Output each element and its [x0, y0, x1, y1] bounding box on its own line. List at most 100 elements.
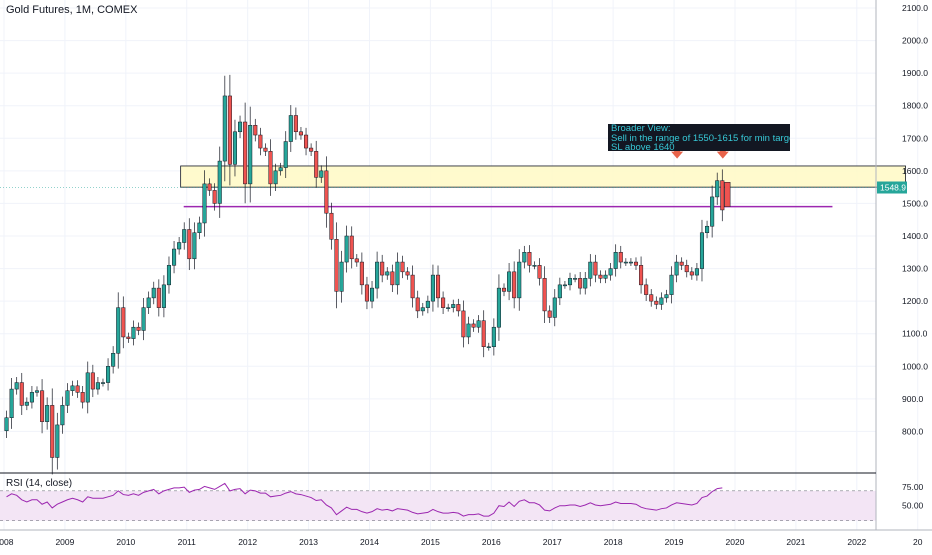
candles-layer [4, 74, 731, 475]
x-tick-label: 2016 [482, 537, 501, 547]
annotation-layer [0, 146, 906, 208]
resistance-zone [180, 165, 906, 188]
candle-body [435, 274, 441, 299]
x-tick-label: 2013 [299, 537, 318, 547]
candle-body [471, 323, 476, 328]
candle-body [496, 287, 501, 328]
x-tick-label: 2022 [847, 537, 866, 547]
candle-body [644, 284, 649, 295]
x-tick-label: 2010 [116, 537, 135, 547]
candle-body [598, 274, 603, 279]
x-tick-label: 2015 [421, 537, 440, 547]
candle-body [227, 95, 232, 165]
candle-body [649, 294, 654, 302]
y-tick-label: 1600.0 [902, 166, 928, 176]
candle-body [151, 287, 156, 299]
candle-body [80, 392, 85, 403]
candle-body [542, 278, 547, 312]
candle-body [654, 300, 659, 305]
candle-body [90, 372, 95, 390]
callout-line-2: Sell in the range of 1550-1615 for min t… [611, 132, 790, 144]
y-tick-label: 1500.0 [902, 198, 928, 208]
y-tick-label: 2100.0 [902, 3, 928, 13]
candle-body [689, 271, 694, 276]
candle-body [710, 196, 715, 227]
candle-body [552, 297, 557, 318]
candle-body [425, 300, 430, 308]
candle-body [141, 307, 146, 331]
x-tick-label: 2021 [786, 537, 805, 547]
candle-body [628, 261, 633, 264]
candle-body [705, 225, 710, 233]
candle-body [623, 261, 628, 264]
y-tick-label: 1900.0 [902, 68, 928, 78]
candle-body [430, 274, 435, 302]
candle-body [334, 239, 339, 292]
candle-body [212, 190, 217, 204]
y-tick-label: 1300.0 [902, 264, 928, 274]
candle-body [451, 304, 456, 308]
candle-body [172, 248, 177, 266]
candle-body [55, 424, 60, 458]
candle-body [136, 326, 141, 331]
candle-body [588, 261, 593, 279]
candle-body [100, 382, 106, 384]
rsi-tick-label: 75.00 [902, 482, 924, 492]
candle-body [578, 278, 583, 289]
candle-body [202, 183, 207, 224]
candle-body [354, 258, 359, 263]
candle-body [390, 271, 395, 286]
candle-body [410, 274, 415, 299]
candle-body [309, 147, 314, 152]
y-tick-label: 1400.0 [902, 231, 928, 241]
candle-body [380, 261, 385, 276]
candle-body [532, 265, 537, 267]
candle-body [121, 307, 126, 338]
candle-body [253, 125, 258, 136]
candle-body [207, 183, 212, 191]
candle-body [126, 336, 131, 339]
x-tick-label: 2014 [360, 537, 379, 547]
candle-body [486, 346, 491, 348]
candle-body [684, 265, 689, 273]
candle-body [232, 131, 237, 165]
candle-body [45, 405, 50, 422]
candle-body [659, 297, 664, 305]
candle-body [24, 401, 29, 406]
candle-body [329, 212, 334, 240]
y-tick-label: 1200.0 [902, 296, 928, 306]
y-tick-label: 900.0 [902, 394, 924, 404]
candle-body [177, 242, 182, 250]
candle-body [679, 261, 684, 266]
candle-body [95, 382, 100, 390]
candle-body [481, 320, 486, 347]
candle-body [527, 252, 532, 266]
candle-body [375, 261, 380, 289]
candle-body [512, 271, 517, 299]
candle-body [238, 121, 243, 133]
candle-body [298, 131, 303, 136]
price-tag: 1548.9 [880, 183, 906, 193]
candle-body [116, 307, 121, 354]
candle-body [699, 232, 705, 269]
candle-body [324, 170, 329, 214]
grid-lines [0, 0, 919, 530]
y-tick-label: 1100.0 [902, 329, 928, 339]
candle-body [537, 265, 542, 279]
candle-body [192, 232, 197, 260]
candle-body [507, 271, 512, 292]
candle-body [339, 261, 344, 292]
candle-body [146, 297, 151, 308]
candle-body [618, 252, 623, 263]
candle-body [557, 284, 562, 299]
candle-body [9, 388, 14, 418]
candle-body [567, 278, 573, 286]
candle-body [349, 235, 354, 260]
rsi-pane: 75.00 50.00 [0, 482, 924, 521]
x-tick-label: 2018 [604, 537, 623, 547]
candle-body [501, 287, 507, 292]
candle-body [593, 261, 598, 276]
